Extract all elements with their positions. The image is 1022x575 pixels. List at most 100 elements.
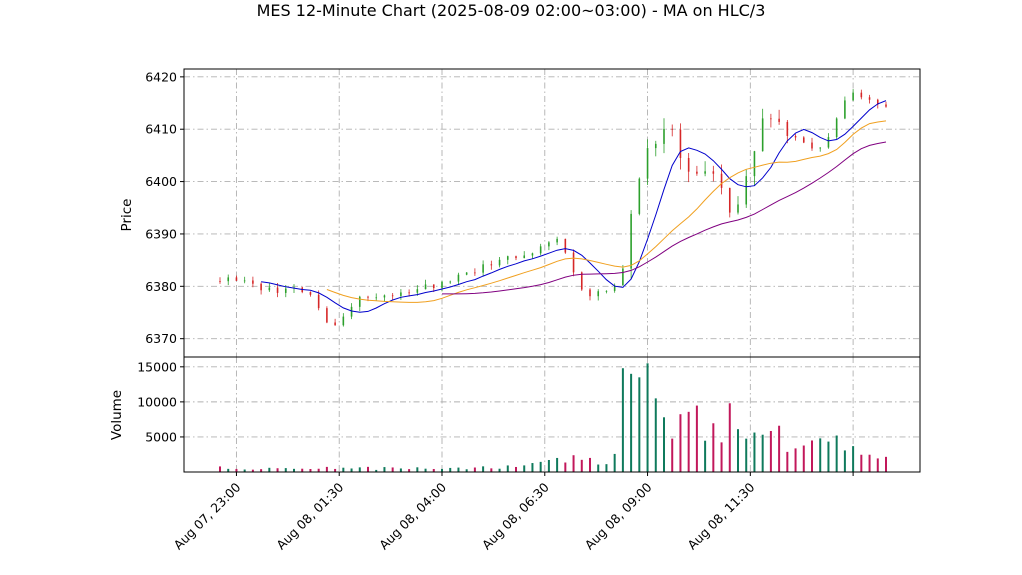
candle-body — [268, 287, 271, 291]
candle-body — [811, 142, 813, 149]
ma-28-line — [442, 141, 887, 295]
volume-bar — [580, 459, 583, 472]
volume-bar — [720, 442, 723, 472]
volume-bar — [786, 451, 789, 472]
volume-bar — [399, 468, 402, 472]
candle-body — [728, 187, 731, 213]
volume-bar — [745, 438, 748, 472]
volume-bar — [441, 468, 443, 472]
volume-bar — [885, 456, 887, 472]
candle-body — [679, 129, 682, 159]
volume-bar — [243, 469, 246, 472]
price-y-axis: 6370 6380 6390 6400 6410 6420 — [145, 69, 184, 346]
price-axis-label: Price — [119, 199, 135, 232]
volume-bar — [350, 468, 353, 472]
candle-body — [227, 277, 230, 282]
candle-body — [737, 204, 739, 213]
candle-body — [622, 268, 624, 286]
volume-bar — [860, 454, 863, 472]
price-grid — [184, 69, 920, 357]
candle-body — [696, 171, 698, 174]
volume-bar — [523, 465, 526, 472]
volume-bar — [309, 468, 312, 472]
volume-bar — [539, 461, 542, 472]
chart-title: MES 12-Minute Chart (2025-08-09 02:00~03… — [256, 1, 766, 20]
volume-bar — [638, 377, 641, 472]
time-tick-label: Aug 08, 01:30 — [273, 479, 346, 552]
candle-body — [531, 253, 534, 256]
candle-body — [819, 147, 822, 149]
volume-bar — [227, 468, 230, 472]
candle-body — [506, 256, 509, 260]
candle-body — [309, 292, 312, 295]
candle-body — [317, 294, 320, 309]
volume-bar — [424, 468, 427, 472]
price-tick-label: 6420 — [145, 69, 177, 84]
volume-bar — [679, 414, 682, 472]
candle-body — [432, 284, 435, 289]
volume-bar — [761, 434, 764, 472]
candle-body — [844, 100, 846, 119]
price-tick-label: 6400 — [145, 174, 177, 189]
volume-bar — [572, 455, 575, 472]
candle-body — [350, 306, 353, 317]
candle-body — [515, 256, 517, 259]
volume-tick-label: 5000 — [145, 429, 177, 444]
candle-body — [284, 288, 287, 293]
volume-bar — [868, 454, 871, 472]
candle-body — [400, 292, 402, 296]
volume-bar — [589, 457, 591, 472]
volume-bar — [432, 468, 435, 472]
volume-bar — [358, 467, 361, 472]
volume-bar — [737, 429, 739, 472]
volume-bar — [235, 468, 238, 472]
candle-body — [613, 285, 616, 291]
volume-bar — [811, 440, 813, 472]
volume-bar — [219, 466, 221, 472]
volume-bar — [630, 373, 633, 472]
candle-body — [770, 118, 772, 120]
candle-body — [860, 92, 863, 98]
volume-bar — [695, 405, 698, 472]
candle-body — [367, 296, 369, 298]
candle-body — [523, 255, 526, 259]
price-tick-label: 6410 — [145, 122, 177, 137]
candle-body — [753, 151, 756, 177]
candle-body — [580, 272, 583, 290]
volume-bar — [391, 467, 394, 472]
candle-body — [761, 118, 764, 152]
candle-body — [687, 158, 690, 172]
volume-bar — [342, 467, 345, 472]
volume-bar — [621, 368, 624, 472]
volume-bar — [506, 465, 509, 472]
price-tick-label: 6390 — [145, 226, 177, 241]
volume-bar — [605, 464, 608, 472]
price-tick-label: 6370 — [145, 331, 177, 346]
candle-body — [852, 92, 854, 101]
volume-bar — [301, 468, 304, 472]
candle-body — [630, 213, 632, 269]
volume-bar — [613, 453, 616, 472]
candle-body — [474, 272, 476, 274]
volume-bar — [531, 463, 534, 472]
candle-body — [548, 242, 550, 247]
time-tick-label: Aug 08, 06:30 — [479, 479, 552, 552]
time-tick-label: Aug 08, 09:00 — [582, 479, 655, 552]
candle-body — [564, 238, 567, 253]
volume-bar — [712, 423, 715, 472]
volume-bar — [465, 469, 468, 472]
volume-bar — [556, 457, 559, 472]
volume-bar — [728, 403, 731, 472]
candle-body — [704, 171, 706, 174]
volume-bar — [325, 466, 328, 472]
volume-bar — [802, 445, 805, 472]
price-tick-label: 6380 — [145, 279, 177, 294]
volume-bar — [473, 467, 476, 472]
candle-body — [260, 283, 262, 291]
candle-body — [383, 295, 386, 298]
candle-body — [712, 171, 715, 174]
volume-bar — [498, 468, 501, 472]
volume-bar — [276, 468, 279, 472]
volume-bar — [843, 450, 846, 472]
volume-bar — [416, 467, 419, 472]
